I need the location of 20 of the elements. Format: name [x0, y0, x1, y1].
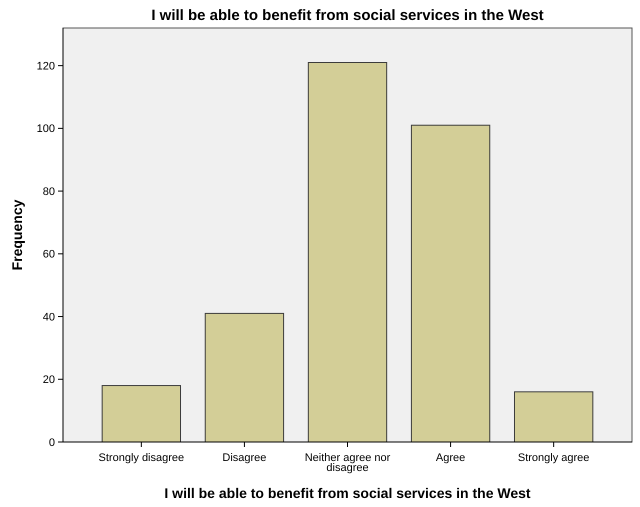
- x-tick-label: Strongly agree: [518, 452, 590, 464]
- y-tick-label: 100: [36, 123, 55, 136]
- y-tick-label: 60: [42, 248, 55, 261]
- chart-title: I will be able to benefit from social services in the West: [151, 7, 544, 24]
- bar: [514, 391, 594, 442]
- x-tick-label: Strongly disagree: [98, 452, 184, 464]
- bar: [204, 312, 284, 442]
- bar: [308, 62, 388, 442]
- bar: [410, 124, 490, 442]
- bar: [102, 385, 182, 442]
- y-tick-label: 120: [36, 60, 55, 72]
- x-tick-label: Neither agree nor disagree: [304, 452, 391, 474]
- y-axis-title: Frequency: [9, 199, 25, 270]
- x-tick-label: Agree: [436, 452, 466, 464]
- y-tick-label: 40: [42, 311, 55, 324]
- y-tick-label: 20: [42, 374, 55, 386]
- y-tick-label: 80: [42, 186, 55, 198]
- x-axis-title: I will be able to benefit from social services in the West: [164, 485, 531, 501]
- x-tick-label: Disagree: [222, 452, 266, 464]
- y-tick-label: 0: [48, 436, 55, 449]
